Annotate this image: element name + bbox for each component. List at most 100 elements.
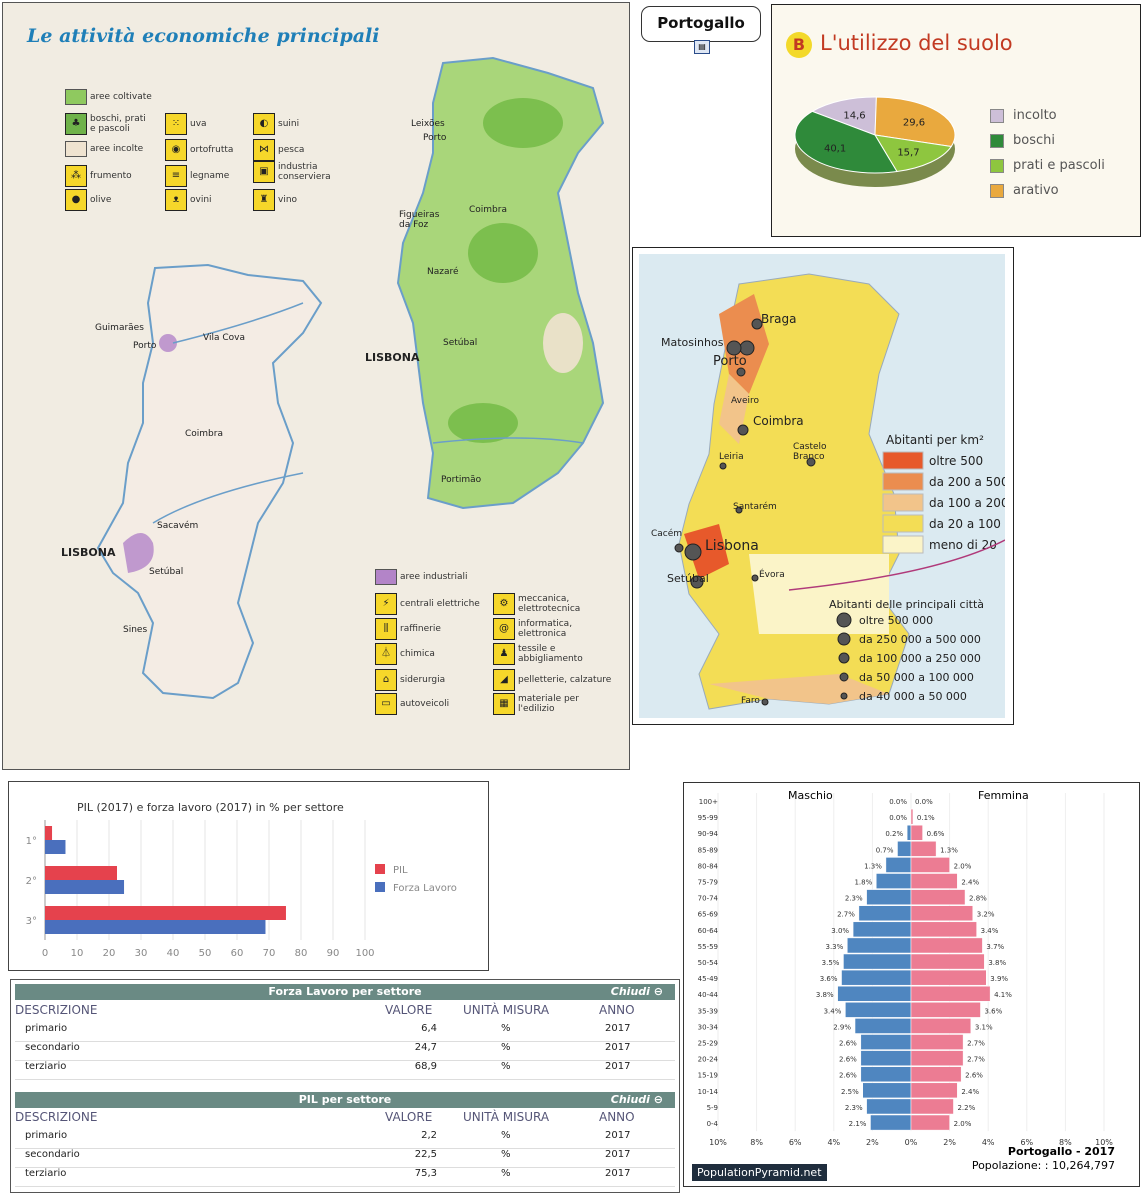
- age-group-label: 95-99: [698, 814, 718, 822]
- table-cell: primario: [25, 1130, 68, 1141]
- male-bar: [860, 1066, 912, 1083]
- female-value-label: 2.7%: [967, 1040, 985, 1048]
- close-label: Chiudi: [610, 985, 650, 998]
- legend-label: frumento: [90, 171, 132, 181]
- city-cacem: Cacém: [651, 529, 683, 539]
- city-coimbra-agri: Coimbra: [469, 205, 507, 215]
- labour-table-title: Forza Lavoro per settore: [268, 985, 422, 998]
- legend-label: prati e pascoli: [1013, 158, 1105, 173]
- country-title: Portogallo: [657, 14, 745, 32]
- x-tick-label: 50: [199, 948, 212, 959]
- male-bar: [843, 953, 912, 970]
- city-size-label: da 250 000 a 500 000: [859, 633, 981, 646]
- age-group-label: 20-24: [698, 1056, 719, 1064]
- category-label: 2°: [26, 876, 37, 887]
- city-dot: [737, 424, 749, 436]
- table-row: primario 6,4% 2017: [15, 1023, 675, 1042]
- female-value-label: 3.4%: [981, 927, 999, 935]
- pie-value-label: 29,6: [903, 118, 925, 129]
- age-group-label: 25-29: [698, 1040, 718, 1048]
- female-bar: [910, 1082, 958, 1099]
- pie-slice-boschi: [794, 110, 898, 174]
- female-value-label: 3.9%: [990, 975, 1008, 983]
- female-bar: [910, 857, 950, 873]
- document-icon[interactable]: ▤: [694, 40, 710, 54]
- male-value-label: 0.0%: [889, 798, 907, 806]
- city-dot: [690, 575, 704, 589]
- city-guimaraes: Guimarães: [95, 323, 144, 333]
- female-bar: [910, 953, 985, 970]
- legend-uncultivated: aree incolte: [65, 141, 143, 157]
- pyramid-svg: 10% 8% 6% 4% 2% 0% 2% 4% 6% 8% 10% 100+ 0.0% 0.0% 95-9…: [698, 793, 1113, 1147]
- female-value-label: 0.6%: [927, 830, 945, 838]
- city-dot: [761, 698, 769, 706]
- col-description: DESCRIZIONE: [15, 1110, 98, 1124]
- legend-swatch: [990, 108, 1004, 123]
- legend-swatch: [375, 882, 385, 892]
- legend-power: ⚡ centrali elettriche: [375, 593, 480, 615]
- city-dot: [736, 367, 746, 377]
- male-value-label: 2.6%: [839, 1072, 857, 1080]
- city-dot: [739, 340, 755, 356]
- gdp-close-button[interactable]: Chiudi ⊖: [611, 1092, 663, 1108]
- legend-label: ovini: [190, 195, 212, 205]
- female-value-label: 3.6%: [984, 1007, 1002, 1015]
- legend-label: pesca: [278, 145, 305, 155]
- gdp-table-title: PIL per settore: [298, 1093, 392, 1106]
- male-value-label: 0.7%: [876, 846, 894, 854]
- female-bar: [910, 1018, 972, 1034]
- portugal-title-button[interactable]: Portogallo ▤: [641, 6, 761, 54]
- shoe-icon: ◢: [493, 669, 515, 691]
- labour-close-button[interactable]: Chiudi ⊖: [611, 984, 663, 1000]
- female-value-label: 3.8%: [988, 959, 1006, 967]
- table-row: terziario 68,9% 2017: [15, 1061, 675, 1080]
- bar-forza-lavoro: [45, 840, 66, 854]
- table-cell: primario: [25, 1023, 68, 1034]
- female-value-label: 0.1%: [917, 814, 935, 822]
- legend-label: aree incolte: [90, 144, 144, 154]
- legend-label: autoveicoli: [400, 699, 450, 709]
- sector-tables: Forza Lavoro per settore Chiudi ⊖ DESCRI…: [10, 979, 680, 1193]
- category-label: 3°: [26, 916, 37, 927]
- chart-title: PIL (2017) e forza lavoro (2017) in % pe…: [77, 801, 344, 814]
- pig-icon: ◐: [253, 113, 275, 135]
- legend-timber: ≡ legname: [165, 165, 229, 187]
- age-group-label: 40-44: [698, 991, 719, 999]
- land-use-pie: 14,6 29,6 15,7 40,1: [794, 96, 956, 187]
- city-dot: [726, 340, 742, 356]
- x-tick-label: 6%: [789, 1138, 802, 1147]
- table-cell: terziario: [25, 1061, 67, 1072]
- bar-pil: [45, 866, 117, 880]
- female-value-label: 2.4%: [961, 879, 979, 887]
- table-cell: %: [501, 1061, 511, 1072]
- steel-icon: ⌂: [375, 669, 397, 691]
- table-cell: %: [501, 1023, 511, 1034]
- male-bar: [845, 1002, 912, 1018]
- female-bar: [910, 873, 958, 889]
- portugal-maps: [96, 56, 605, 700]
- pie-slice-prati-e-pascoli: [874, 134, 953, 173]
- female-value-label: 1.3%: [940, 846, 958, 854]
- legend-label: vino: [278, 195, 298, 205]
- city-aveiro: Aveiro: [731, 396, 760, 406]
- population-density-panel: Abitanti per km² oltre 500 da 200 a 500 da …: [632, 247, 1014, 725]
- city-sines: Sines: [123, 625, 148, 635]
- table-cell: 6,4: [421, 1023, 437, 1034]
- legend-olives: ● olive: [65, 189, 111, 211]
- populationpyramid-logo[interactable]: PopulationPyramid.net: [692, 1164, 827, 1181]
- female-bar: [910, 985, 991, 1002]
- table-cell: %: [501, 1149, 511, 1160]
- age-group-label: 15-19: [698, 1072, 718, 1080]
- age-group-label: 80-84: [698, 862, 719, 870]
- x-tick-label: 8%: [1059, 1138, 1072, 1147]
- legend-label: industria conserviera: [278, 162, 331, 182]
- city-nazare: Nazaré: [427, 267, 459, 277]
- legend-vehicles: ▭ autoveicoli: [375, 693, 449, 715]
- city-lisbona-agri: LISBONA: [365, 351, 420, 364]
- city-dot: [751, 318, 763, 330]
- labour-table-header: DESCRIZIONE VALORE UNITÀ MISURA ANNO: [15, 1003, 675, 1019]
- legend-label: aree industriali: [400, 572, 468, 582]
- female-value-label: 3.2%: [977, 911, 995, 919]
- computer-icon: @: [493, 618, 515, 640]
- density-legend-title: Abitanti per km²: [886, 433, 984, 447]
